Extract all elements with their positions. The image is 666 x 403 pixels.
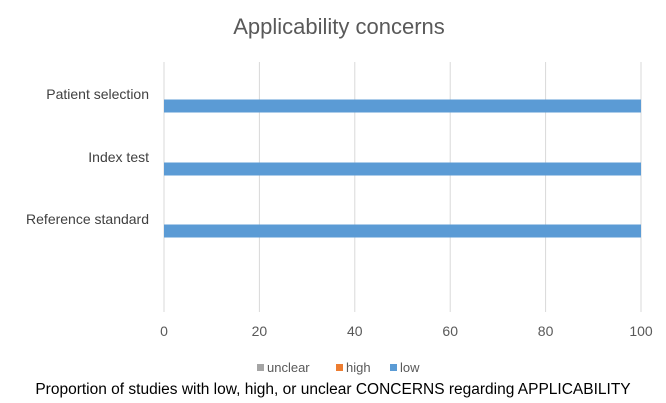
category-label: Reference standard	[26, 211, 149, 227]
x-axis-tick-labels: 0 20 40 60 80 100	[160, 323, 653, 339]
x-tick-label: 60	[442, 323, 458, 339]
legend-swatch-high	[336, 364, 343, 371]
legend-label-high: high	[346, 360, 371, 375]
x-tick-label: 0	[160, 323, 168, 339]
category-labels: Patient selection Index test Reference sta…	[26, 86, 149, 227]
category-label: Index test	[88, 149, 149, 165]
legend: unclear high low	[257, 360, 420, 375]
legend-label-low: low	[400, 360, 420, 375]
chart-title: Applicability concerns	[233, 14, 445, 39]
legend-label-unclear: unclear	[267, 360, 310, 375]
bar-low	[164, 224, 641, 238]
figure-caption: Proportion of studies with low, high, or…	[35, 381, 631, 398]
legend-swatch-low	[390, 364, 397, 371]
legend-swatch-unclear	[257, 364, 264, 371]
x-tick-label: 20	[252, 323, 268, 339]
x-tick-label: 80	[538, 323, 554, 339]
x-tick-label: 100	[629, 323, 653, 339]
bars	[164, 99, 641, 238]
x-tick-label: 40	[347, 323, 363, 339]
bar-low	[164, 162, 641, 176]
bar-low	[164, 99, 641, 113]
category-label: Patient selection	[46, 86, 149, 102]
